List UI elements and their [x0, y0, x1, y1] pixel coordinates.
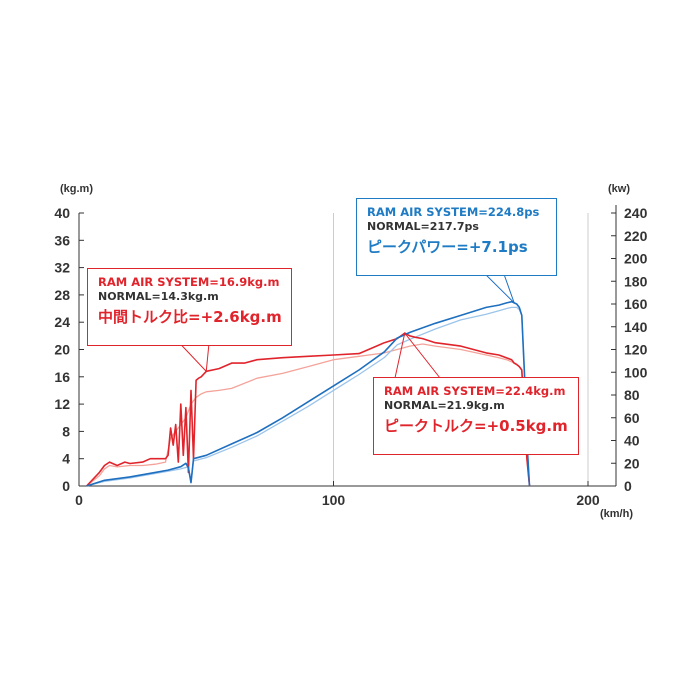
callout-peak-torque: RAM AIR SYSTEM=22.4kg.m NORMAL=21.9kg.m … [373, 377, 579, 455]
y-right-tick-label: 100 [624, 364, 648, 380]
y-left-tick-label: 8 [62, 423, 70, 439]
y-right-tick-label: 160 [624, 296, 648, 312]
x-tick-label: 200 [576, 492, 600, 508]
y-left-tick-label: 24 [54, 314, 70, 330]
callout-midrange-ram: RAM AIR SYSTEM=16.9kg.m [98, 275, 280, 289]
y-right-tick-label: 0 [624, 478, 632, 494]
series-normal-power [86, 306, 531, 487]
callout-midrange-delta: 中間トルク比=+2.6kg.m [98, 308, 282, 326]
y-right-tick-label: 60 [624, 410, 640, 426]
callout-power-normal: NORMAL=217.7ps [367, 220, 479, 233]
x-unit-label: (km/h) [600, 508, 633, 520]
y-right-tick-label: 20 [624, 455, 640, 471]
leader-peak-torque [394, 331, 441, 379]
leader-peak-power [473, 262, 515, 304]
y-right-tick-label: 80 [624, 387, 640, 403]
chart-grid [333, 213, 589, 486]
callout-peak-ram: RAM AIR SYSTEM=22.4kg.m [384, 384, 566, 398]
y-left-tick-label: 20 [54, 342, 70, 358]
y-right-tick-label: 40 [624, 433, 640, 449]
y-left-tick-label: 4 [62, 451, 70, 467]
y-right-tick-label: 140 [624, 319, 648, 335]
callout-power-ram: RAM AIR SYSTEM=224.8ps [367, 205, 540, 219]
callout-midrange-normal: NORMAL=14.3kg.m [98, 290, 219, 303]
callout-peak-normal: NORMAL=21.9kg.m [384, 399, 505, 412]
x-tick-label: 100 [322, 492, 346, 508]
y-left-tick-label: 28 [54, 287, 70, 303]
y-right-tick-label: 240 [624, 205, 648, 221]
callout-power-delta: ピークパワー=+7.1ps [367, 238, 528, 256]
callout-peak-delta: ピークトルク=+0.5kg.m [384, 417, 568, 435]
callout-midrange-torque: RAM AIR SYSTEM=16.9kg.m NORMAL=14.3kg.m … [87, 268, 292, 346]
y-left-tick-label: 32 [54, 260, 70, 276]
chart-ticks: 0 4 8 12 16 20 24 28 32 36 40 0 20 40 60 80 100 120 140 160… [54, 205, 647, 508]
series-ram-air-power [86, 300, 531, 487]
callout-peak-power: RAM AIR SYSTEM=224.8ps NORMAL=217.7ps ピー… [356, 198, 557, 276]
y-left-tick-label: 0 [62, 478, 70, 494]
y-right-unit-label: (kw) [608, 183, 630, 195]
y-right-tick-label: 200 [624, 251, 648, 267]
y-left-tick-label: 40 [54, 205, 70, 221]
y-left-unit-label: (kg.m) [60, 183, 93, 195]
series-normal-torque [86, 343, 531, 487]
y-right-tick-label: 120 [624, 342, 648, 358]
y-left-tick-label: 16 [54, 369, 70, 385]
y-left-tick-label: 12 [54, 396, 70, 412]
y-right-tick-label: 220 [624, 228, 648, 244]
y-right-tick-label: 180 [624, 273, 648, 289]
x-tick-label: 0 [75, 492, 83, 508]
y-left-tick-label: 36 [54, 232, 70, 248]
